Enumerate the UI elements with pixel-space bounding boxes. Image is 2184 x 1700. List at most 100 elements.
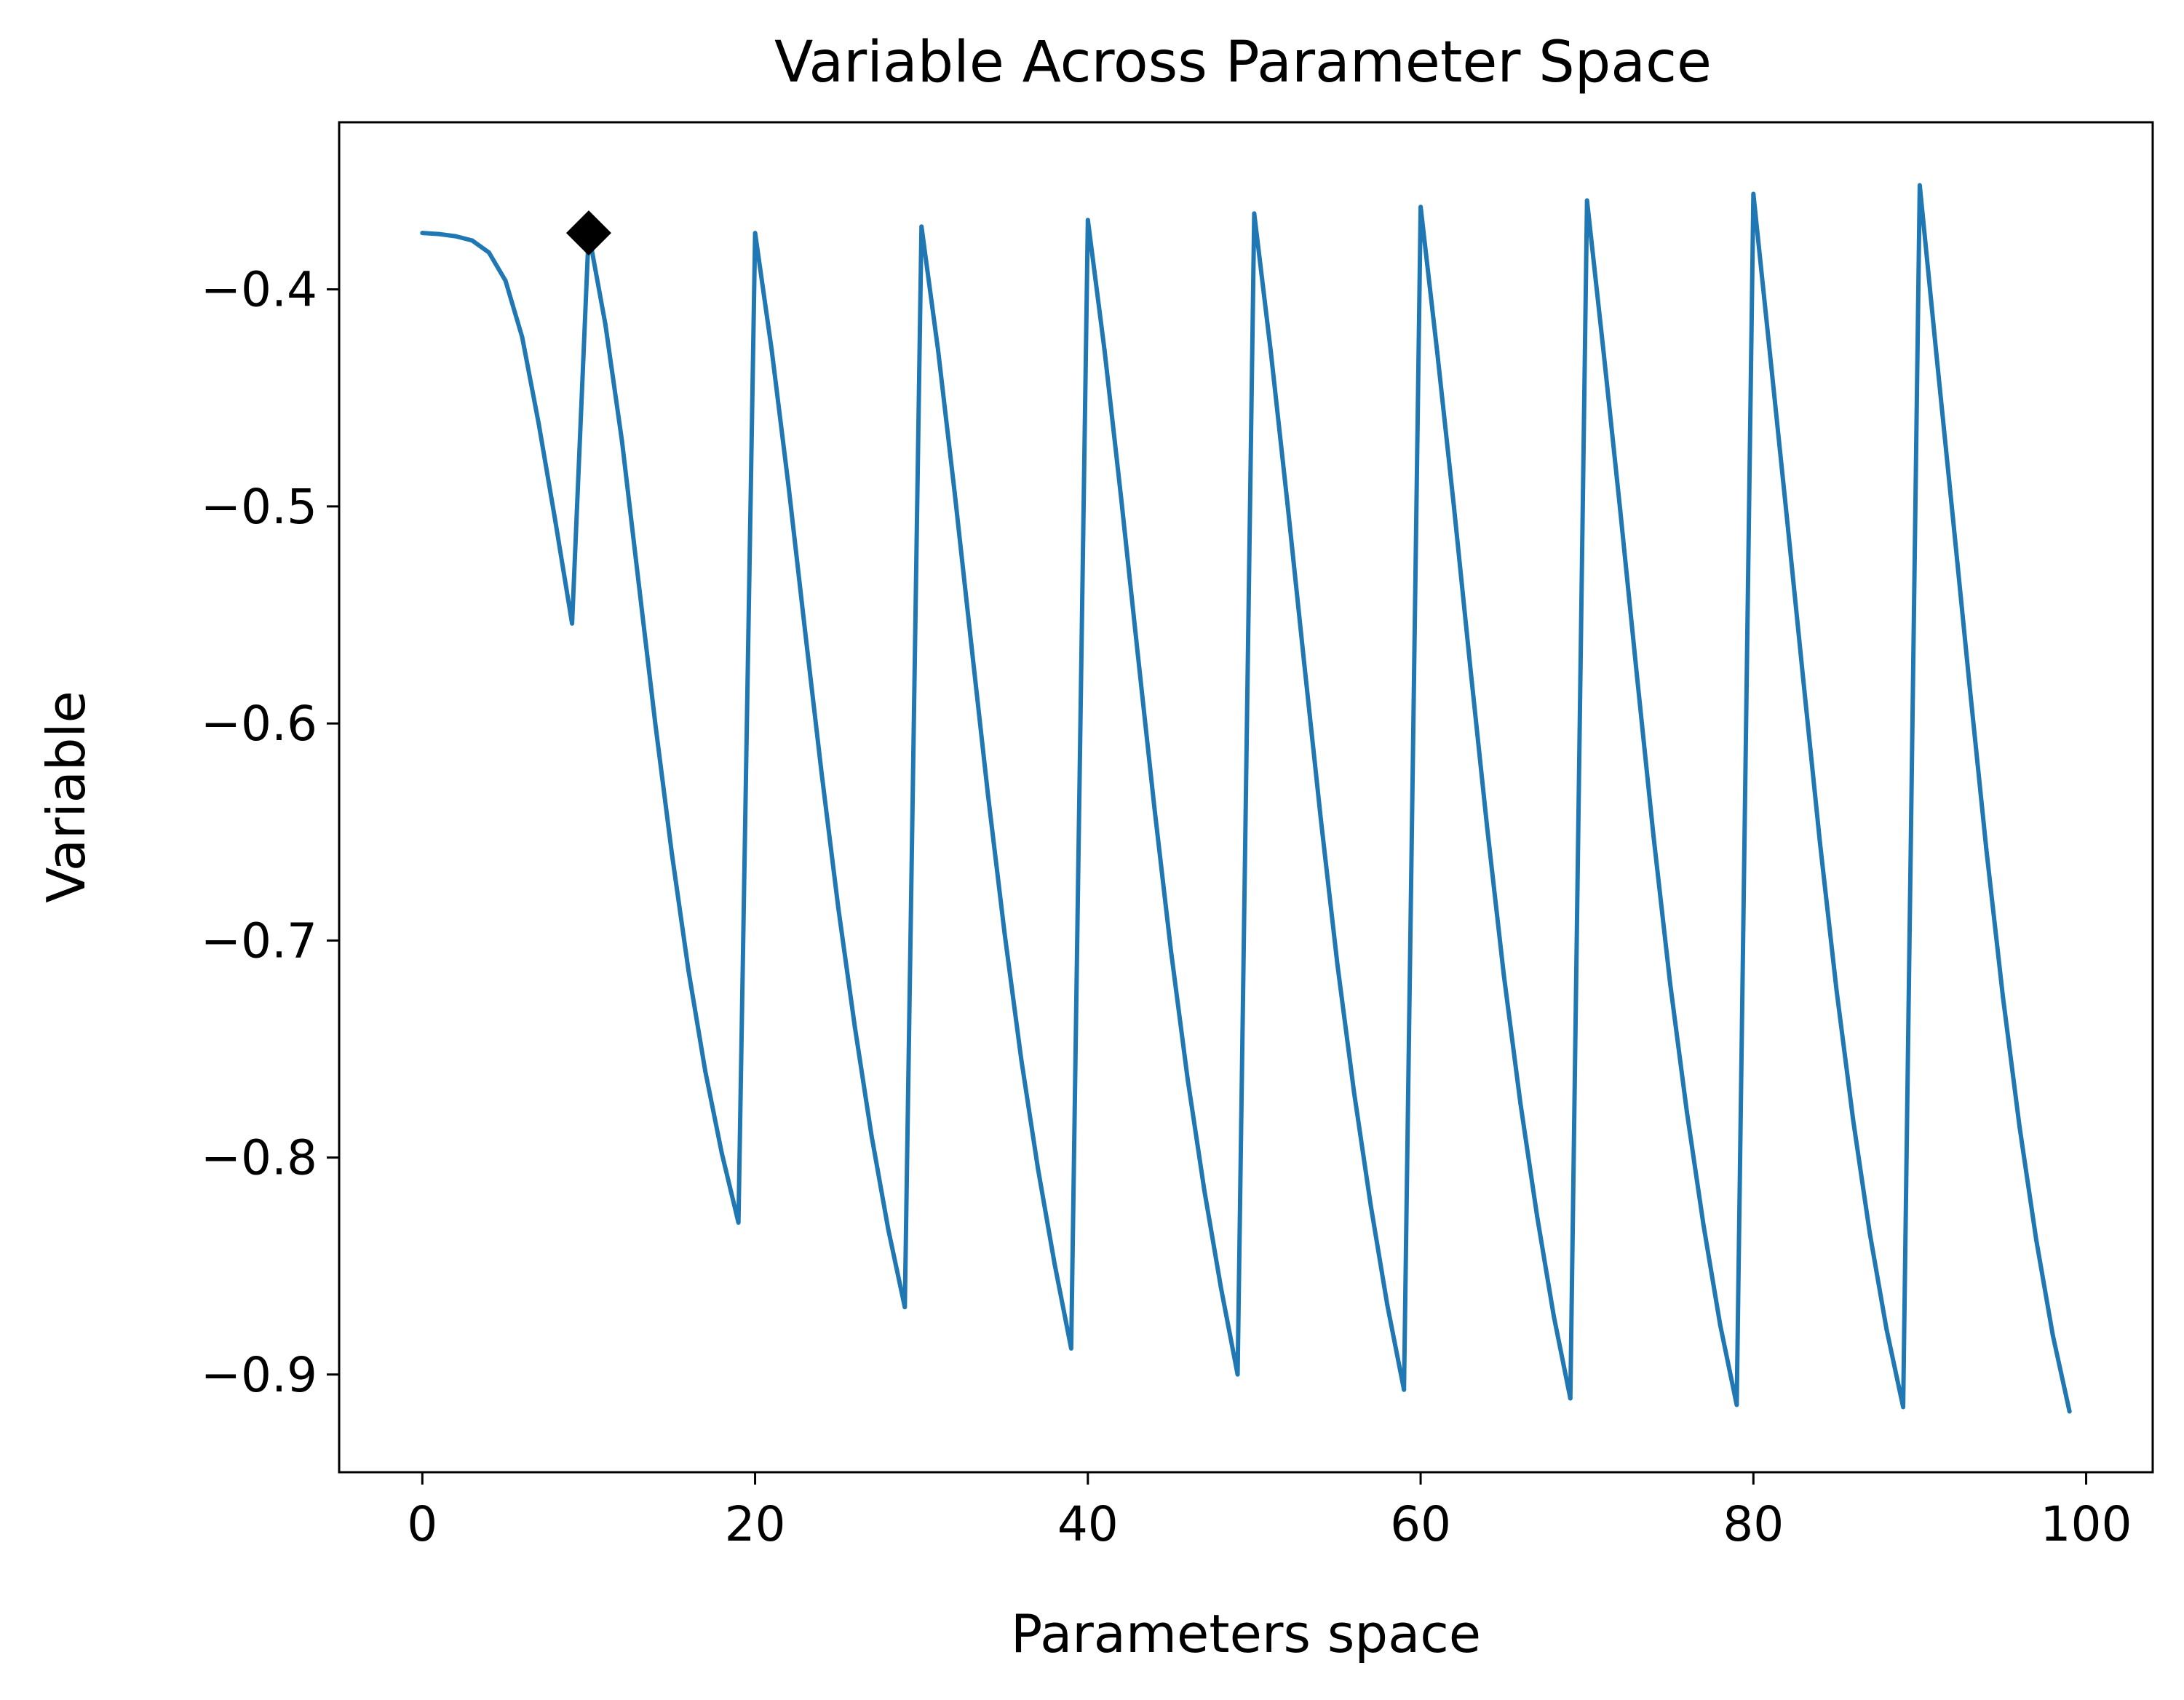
data-point [769,348,774,353]
data-point [1385,1303,1390,1308]
data-point [869,1133,874,1138]
data-point [1552,1314,1556,1319]
data-point [1302,660,1306,665]
data-point [902,1305,908,1310]
data-point [1851,1118,1856,1123]
y-tick-label: −0.6 [201,696,317,752]
data-point [719,1151,724,1156]
data-point [1967,684,1972,689]
data-point [1202,1188,1207,1193]
data-point [969,643,974,648]
data-point [985,793,990,798]
data-point [1085,218,1090,223]
data-point [636,580,641,585]
y-tick-label: −0.9 [201,1347,317,1403]
data-point [1917,183,1922,188]
x-axis-label: Parameters space [1011,1603,1481,1664]
data-point [503,278,508,283]
data-point [653,721,658,726]
data-point [2001,994,2006,999]
data-point [670,851,675,856]
data-point [1751,191,1756,196]
data-point [1884,1327,1889,1332]
data-point [1335,962,1340,967]
data-point [1601,350,1606,355]
series-line [422,185,2072,1413]
data-point [437,231,442,237]
data-point [1451,504,1456,509]
y-tick-label: −0.8 [201,1130,317,1186]
data-point [1734,1402,1739,1407]
data-point [1186,1077,1190,1082]
data-point [469,238,474,243]
data-point [1518,1101,1523,1105]
data-point [420,231,425,236]
data-point [1468,667,1473,672]
data-point [1934,352,1939,357]
data-point [1218,1285,1223,1290]
data-point [520,335,525,340]
data-point [1701,1223,1706,1227]
data-point [1252,211,1257,216]
data-point [803,627,808,632]
data-point [1950,517,1955,522]
data-point [1568,1396,1573,1401]
data-point [1036,1166,1041,1171]
data-point [1068,1346,1073,1351]
data-point [1501,973,1506,977]
data-point [2067,1409,2072,1414]
data-point [1268,350,1274,355]
data-point [835,905,841,910]
data-point [1285,501,1290,507]
data-point [936,348,940,353]
plot-area [420,183,2072,1414]
data-point [1901,1405,1906,1410]
data-point [1584,198,1589,203]
data-point [1434,350,1440,355]
data-point [553,519,558,524]
data-point [1402,1387,1407,1392]
data-point [2034,1237,2038,1242]
data-point [1800,678,1806,683]
data-point [536,421,541,426]
data-point [1635,673,1640,678]
data-point [603,322,608,327]
data-point [1135,651,1140,656]
y-axis-label: Variable [36,691,97,903]
data-point [786,482,791,487]
data-point [453,234,458,239]
data-point [1984,847,1989,852]
data-point [1651,834,1656,839]
data-point [486,250,491,255]
data-point [619,439,624,444]
data-point [1668,982,1672,986]
x-tick-label: 80 [1723,1496,1784,1552]
data-point [1418,204,1423,210]
data-point [1817,841,1822,846]
data-point [1152,806,1157,811]
data-point [1684,1109,1689,1114]
x-tick-label: 100 [2041,1496,2132,1552]
x-axis-ticks: 0 20 40 60 80 100 [407,1472,2132,1552]
data-point [1867,1231,1873,1236]
data-point [753,231,758,236]
x-tick-label: 40 [1057,1496,1119,1552]
data-point [2017,1124,2022,1129]
data-point [1102,348,1107,353]
data-point [1002,932,1007,937]
data-point [919,224,924,229]
y-axis-ticks: −0.4 −0.5 −0.6 −0.7 −0.8 −0.9 [201,262,339,1403]
data-point [1768,352,1773,357]
data-point [1235,1372,1240,1377]
chart-title: Variable Across Parameter Space [774,30,1712,95]
y-tick-label: −0.7 [201,913,317,969]
data-point [1485,825,1490,830]
axes-frame [338,121,2154,1474]
y-tick-label: −0.4 [201,262,317,318]
data-point [1368,1203,1373,1208]
data-point [852,1025,857,1030]
diamond-marker [565,210,611,256]
data-point [1784,512,1789,517]
data-point [1535,1214,1540,1219]
data-point [2050,1333,2055,1338]
